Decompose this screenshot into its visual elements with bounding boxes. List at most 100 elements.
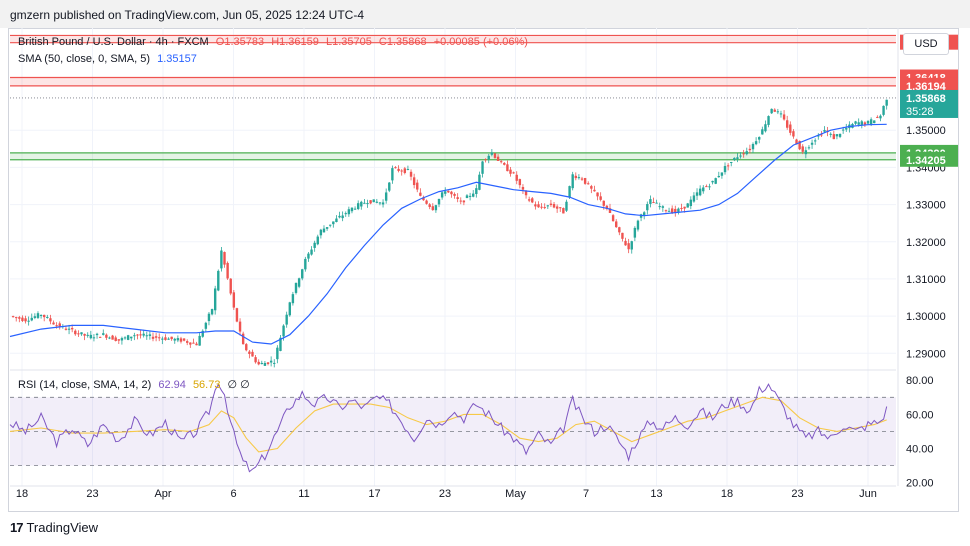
price-tick-label: 1.30000 — [906, 311, 946, 323]
candle-down — [74, 330, 77, 335]
tradingview-footer[interactable]: 17 TradingView — [10, 520, 98, 535]
candle-up — [739, 155, 742, 157]
symbol-label[interactable]: British Pound / U.S. Dollar · 4h · FXCM — [18, 36, 209, 48]
candle-down — [621, 232, 624, 239]
candle-up — [767, 116, 770, 125]
open-value: O1.35783 — [215, 36, 265, 48]
candle-up — [646, 204, 649, 211]
candle-down — [611, 215, 615, 222]
candle-up — [845, 128, 848, 130]
candle-up — [332, 221, 335, 225]
candle-down — [70, 327, 74, 330]
chart-frame[interactable] — [8, 28, 959, 512]
candle-down — [792, 131, 795, 137]
candle-down — [238, 321, 242, 332]
candle-down — [425, 200, 428, 204]
time-tick-label: 23 — [86, 488, 98, 500]
candle-down — [608, 208, 612, 213]
candle-up — [204, 322, 208, 329]
candle-down — [503, 162, 506, 165]
currency-button[interactable]: USD — [903, 33, 949, 55]
sma-50-line — [9, 123, 887, 345]
candle-down — [726, 165, 730, 167]
candle-up — [810, 142, 814, 145]
candle-down — [552, 204, 556, 208]
candle-down — [400, 170, 403, 172]
candle-down — [394, 167, 397, 169]
candle-down — [453, 193, 456, 196]
candle-up — [260, 362, 264, 365]
candle-up — [661, 206, 665, 208]
candle-up — [667, 210, 671, 212]
candle-up — [440, 192, 444, 198]
candle-down — [674, 208, 677, 213]
rsi-tick-label: 40.00 — [906, 443, 934, 455]
candle-down — [226, 262, 229, 279]
candle-up — [804, 150, 808, 155]
price-tick-label: 1.35000 — [906, 125, 946, 137]
candle-down — [192, 342, 195, 344]
candle-up — [33, 316, 37, 318]
time-tick-label: 23 — [791, 488, 803, 500]
time-tick-label: 18 — [721, 488, 733, 500]
candle-down — [195, 343, 198, 346]
candle-up — [754, 141, 758, 145]
candle-down — [863, 122, 867, 125]
candle-down — [499, 161, 503, 163]
candle-down — [512, 172, 515, 174]
candle-down — [164, 337, 167, 340]
candle-up — [126, 335, 130, 340]
candle-down — [518, 179, 522, 186]
candle-up — [304, 258, 307, 270]
price-tag-support — [900, 151, 958, 167]
candle-up — [388, 182, 391, 191]
candle-down — [21, 317, 24, 321]
candle-up — [630, 241, 633, 250]
candle-up — [468, 195, 472, 197]
time-tick-label: 17 — [368, 488, 380, 500]
candle-up — [297, 278, 301, 287]
candle-down — [615, 221, 618, 228]
candle-down — [820, 134, 823, 136]
candle-down — [540, 206, 543, 208]
candle-down — [618, 227, 621, 233]
main-legend: British Pound / U.S. Dollar · 4h · FXCM … — [18, 36, 532, 48]
tradingview-logo-icon: 17 — [10, 520, 24, 535]
candle-up — [714, 178, 717, 184]
candle-up — [338, 215, 341, 218]
sma-label[interactable]: SMA (50, close, 0, SMA, 5) — [18, 53, 151, 65]
candle-down — [154, 336, 158, 338]
candle-down — [447, 190, 450, 193]
candle-down — [24, 318, 27, 322]
candle-down — [182, 338, 186, 341]
candle-up — [481, 161, 484, 174]
candle-down — [587, 183, 590, 185]
candle-up — [761, 129, 764, 135]
candle-up — [873, 120, 876, 124]
candle-down — [555, 206, 559, 209]
time-tick-label: Apr — [154, 488, 171, 500]
candle-up — [120, 338, 124, 341]
candle-down — [680, 207, 683, 209]
candle-up — [717, 175, 720, 178]
candle-up — [568, 186, 571, 198]
rsi-label[interactable]: RSI (14, close, SMA, 14, 2) — [18, 379, 152, 391]
candle-down — [64, 328, 68, 330]
time-tick-label: 18 — [16, 488, 28, 500]
candle-up — [406, 168, 410, 170]
candle-down — [58, 323, 61, 328]
candle-down — [235, 308, 239, 322]
rsi-tick-label: 20.00 — [906, 478, 934, 490]
candle-down — [705, 186, 708, 188]
candle-up — [437, 198, 441, 205]
candle-up — [677, 208, 680, 212]
candle-down — [151, 336, 155, 339]
candle-down — [531, 198, 534, 203]
candle-up — [475, 188, 478, 195]
candle-up — [698, 188, 702, 196]
candle-up — [176, 338, 180, 341]
candle-up — [27, 320, 30, 322]
candle-up — [80, 332, 83, 335]
candle-up — [381, 202, 385, 205]
